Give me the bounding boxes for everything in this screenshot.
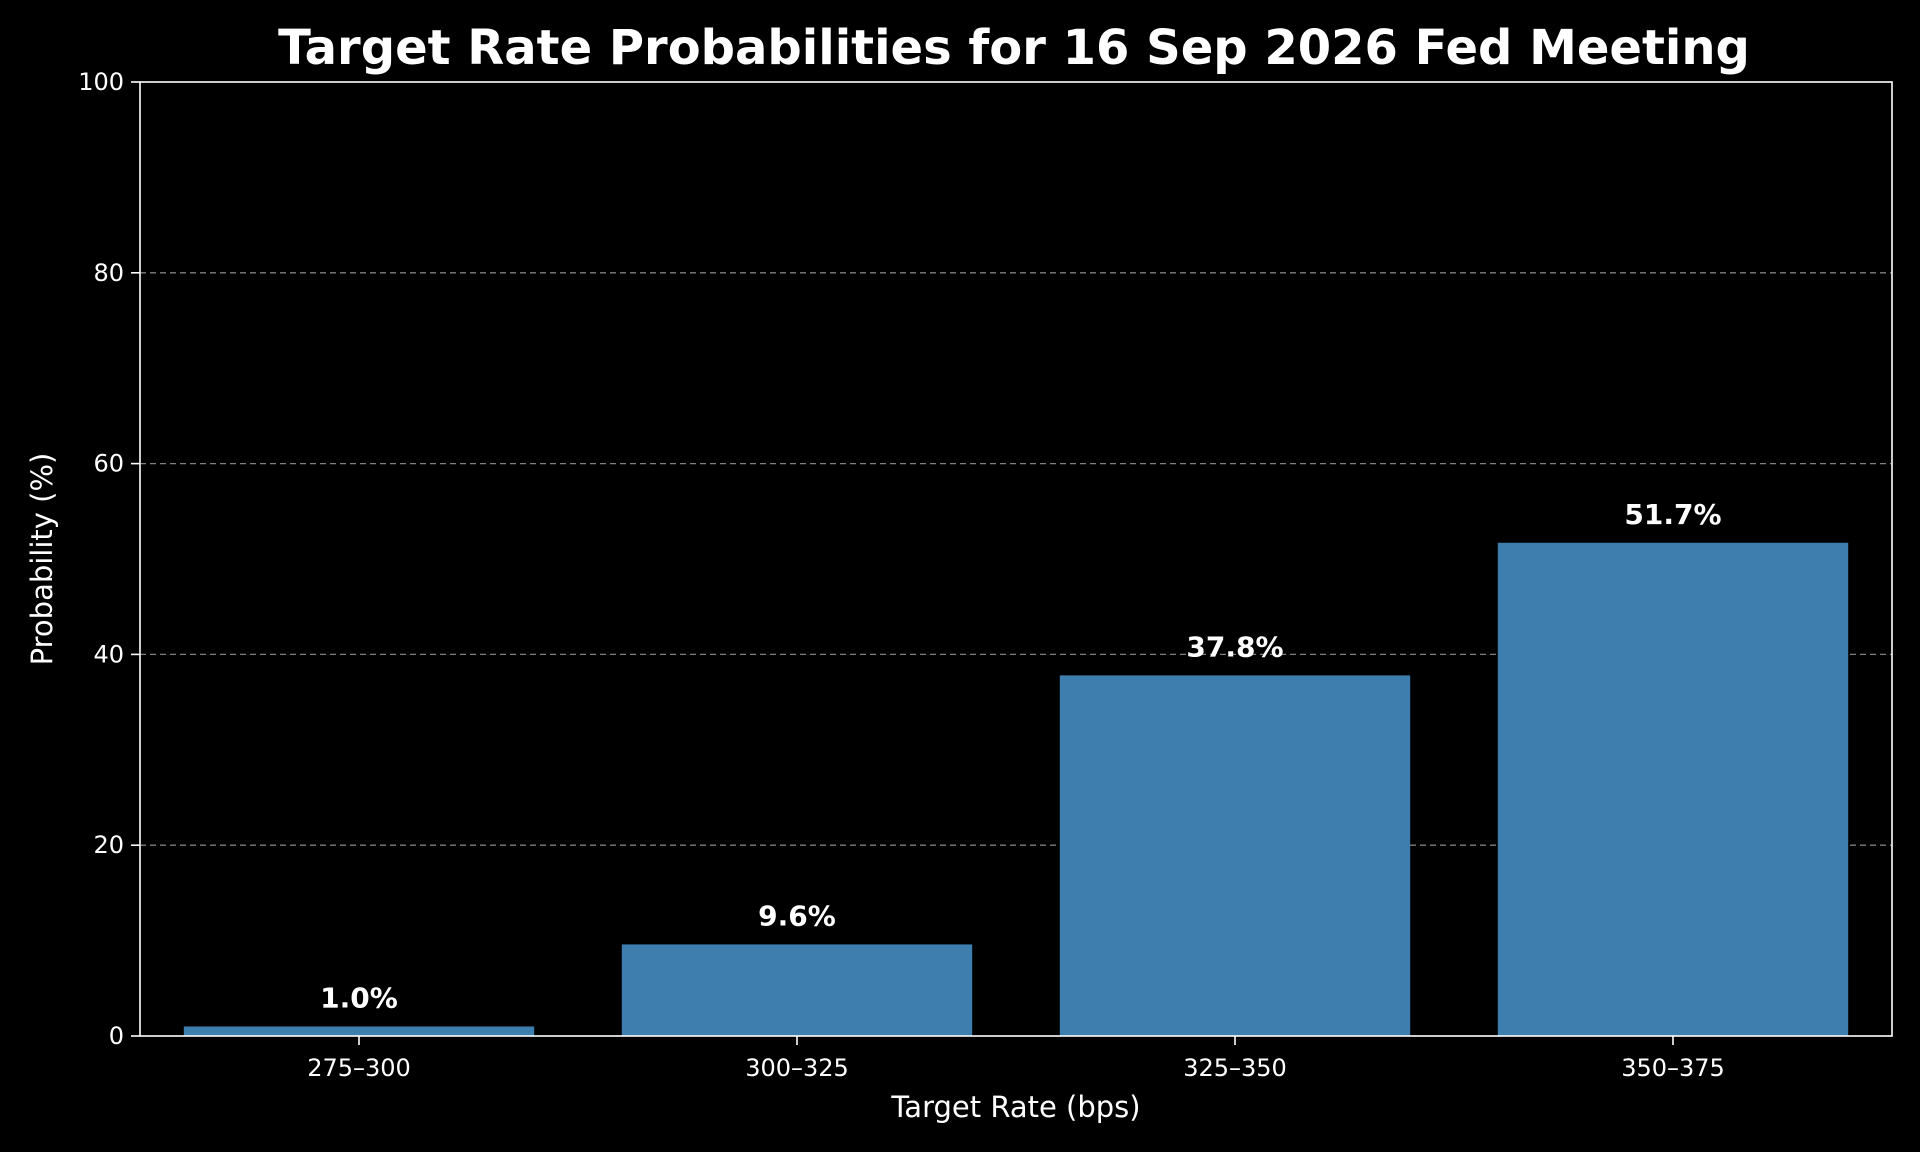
bar [1497,542,1849,1036]
y-tick-label: 60 [93,450,124,478]
chart-title: Target Rate Probabilities for 16 Sep 202… [278,20,1750,76]
bar [1059,675,1411,1036]
axes [139,81,1893,1037]
x-tick-label: 350–375 [1621,1054,1725,1082]
bar-value-labels: 1.0% 9.6% 37.8% 51.7% [320,498,1721,1015]
bar-value-label: 1.0% [320,981,398,1014]
y-tick-label: 0 [109,1022,124,1050]
x-axis-ticks: 275–300 300–325 325–350 350–375 [307,1036,1725,1082]
bar [621,944,973,1036]
x-tick-label: 300–325 [745,1054,849,1082]
y-tick-label: 40 [93,640,124,668]
y-axis-label: Probability (%) [25,453,59,666]
x-tick-label: 275–300 [307,1054,411,1082]
y-tick-label: 80 [93,259,124,287]
bar-value-label: 37.8% [1186,630,1283,663]
x-tick-label: 325–350 [1183,1054,1287,1082]
bar-value-label: 9.6% [758,899,836,932]
plot-frame [139,81,1893,1037]
bars [183,542,1849,1036]
x-axis-label: Target Rate (bps) [890,1090,1140,1124]
bar-value-label: 51.7% [1624,498,1721,531]
y-tick-label: 100 [78,68,124,96]
y-tick-label: 20 [93,831,124,859]
y-axis-ticks: 0 20 40 60 80 100 [78,68,140,1050]
bar [183,1026,535,1036]
